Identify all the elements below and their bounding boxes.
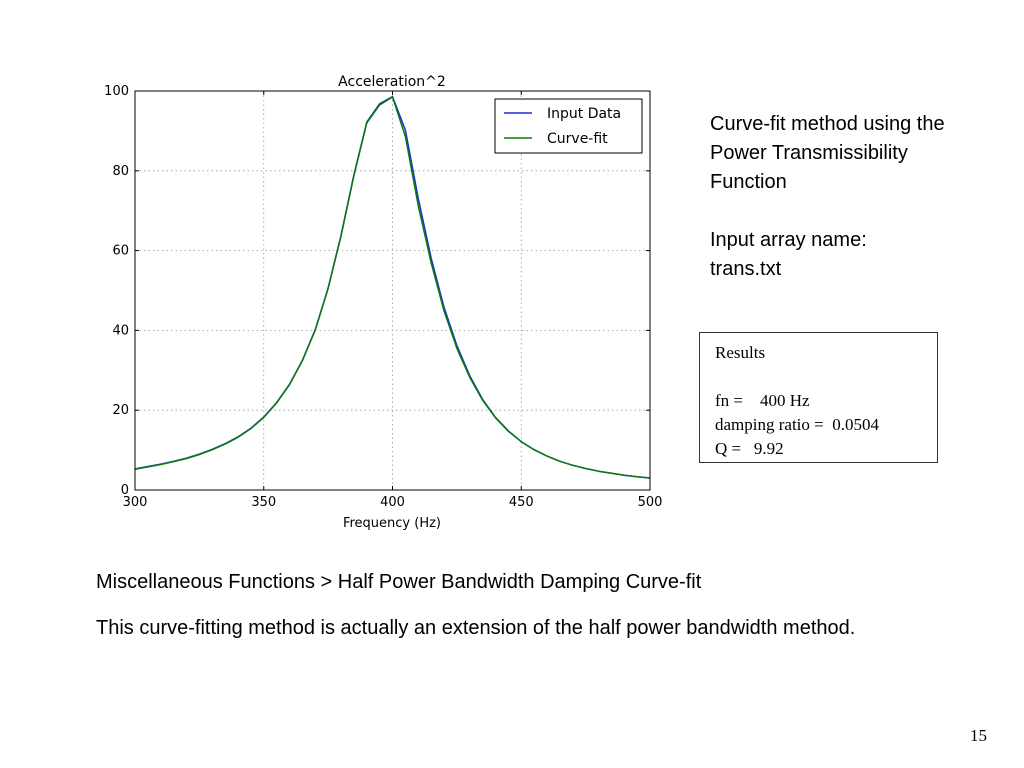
results-title: Results	[715, 343, 766, 362]
legend-box	[494, 98, 643, 154]
y-tick-label: 60	[112, 244, 129, 259]
x-tick-label: 400	[380, 495, 405, 510]
result-damping-ratio: damping ratio = 0.0504	[715, 415, 879, 434]
page-number: 15	[970, 726, 987, 745]
method-line-1: Curve-fit method using the	[710, 113, 945, 135]
chart-ticks: 300 350 400 450 500 0 20 40 60 80 100	[104, 84, 662, 510]
x-axis-label: Frequency (Hz)	[343, 516, 441, 531]
result-fn: fn = 400 Hz	[715, 391, 810, 410]
input-array-name: trans.txt	[710, 258, 782, 280]
results-box: Results fn = 400 Hz damping ratio = 0.05…	[699, 332, 938, 463]
x-tick-label: 300	[123, 495, 148, 510]
method-line-2: Power Transmissibility	[710, 142, 908, 164]
y-tick-label: 40	[112, 323, 129, 338]
x-tick-label: 500	[638, 495, 663, 510]
x-tick-label: 350	[251, 495, 276, 510]
menu-path: Miscellaneous Functions > Half Power Ban…	[96, 571, 702, 593]
result-q: Q = 9.92	[715, 439, 784, 458]
acceleration-chart: Acceleration^2 300 350 400 450 500 0 20 40 60 80 1…	[104, 74, 662, 531]
legend-label-curve-fit: Curve-fit	[547, 131, 608, 147]
y-tick-label: 20	[112, 403, 129, 418]
input-array-label: Input array name:	[710, 229, 867, 251]
legend-label-input-data: Input Data	[547, 106, 621, 122]
method-explanation: This curve-fitting method is actually an…	[96, 617, 856, 639]
y-tick-label: 100	[104, 84, 129, 99]
series-line-curve-fit	[134, 96, 651, 479]
x-tick-label: 450	[509, 495, 534, 510]
y-tick-label: 0	[121, 483, 129, 498]
chart-title: Acceleration^2	[338, 74, 446, 90]
method-description: Curve-fit method using the Power Transmi…	[710, 110, 1000, 284]
y-tick-label: 80	[112, 164, 129, 179]
chart-legend: Input Data Curve-fit	[494, 98, 643, 154]
chart-series	[134, 95, 651, 479]
method-line-3: Function	[710, 171, 787, 193]
